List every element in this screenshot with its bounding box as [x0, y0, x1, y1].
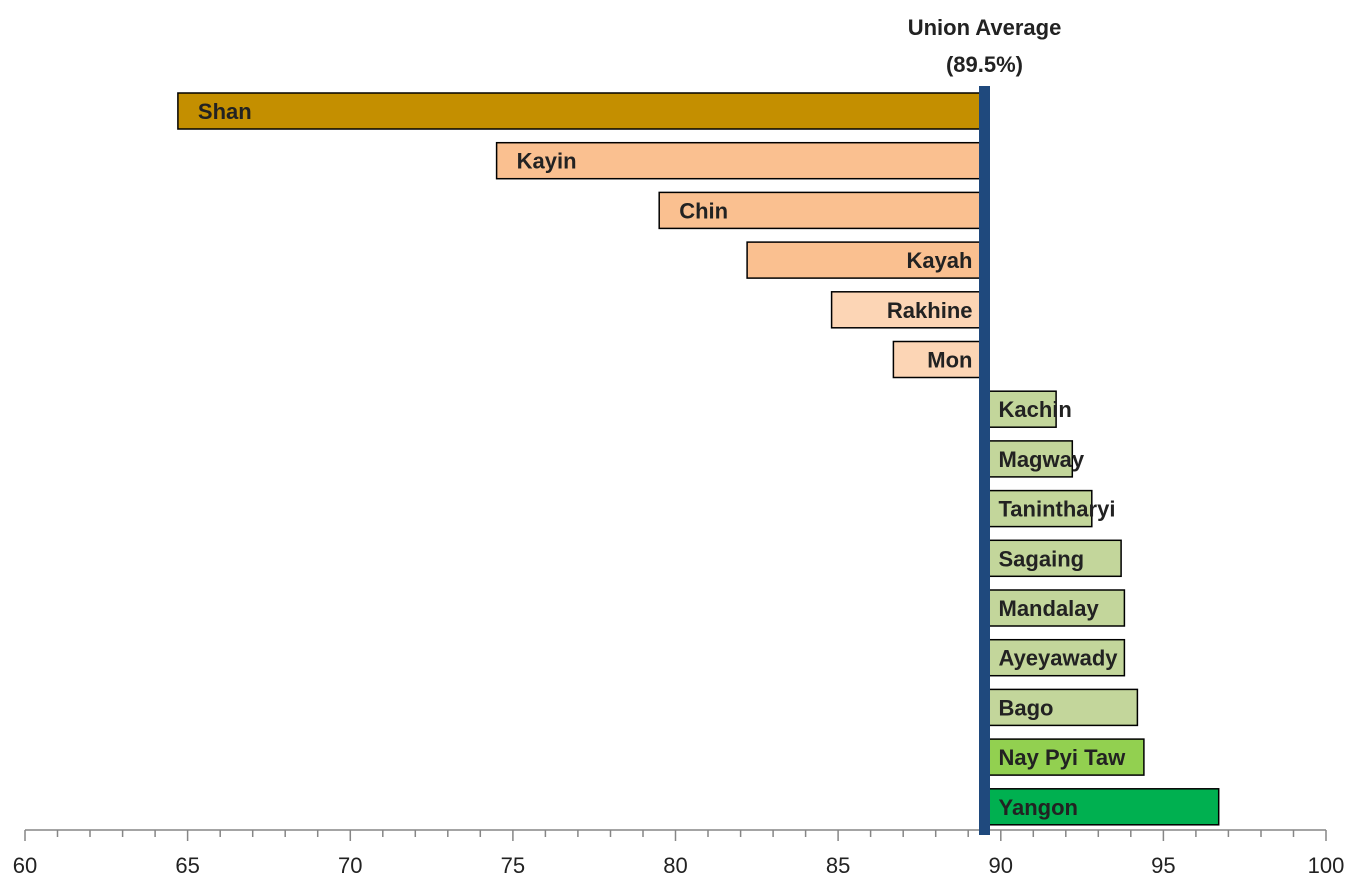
union-average-line [979, 86, 990, 835]
bar-label-kachin: Kachin [999, 397, 1072, 422]
bar-chin [658, 191, 986, 230]
x-tick-label-70: 70 [338, 853, 362, 878]
x-tick-label-90: 90 [989, 853, 1013, 878]
x-tick-label-65: 65 [175, 853, 199, 878]
bar-label-mandalay: Mandalay [999, 596, 1100, 621]
bar-label-chin: Chin [679, 198, 728, 223]
bar-kayin [495, 141, 986, 180]
bar-label-kayah: Kayah [906, 248, 972, 273]
union-average-reference: Union Average (89.5%) [908, 15, 1062, 835]
bar-label-shan: Shan [198, 99, 252, 124]
bar-kayah [746, 241, 986, 279]
bar-bago [983, 688, 1139, 727]
bars-layer: Shan Kayin Chin Kayah Rakhine Mon Kachin Magway… [177, 92, 1220, 826]
x-axis: 60 65 70 75 80 85 90 95 100 [13, 829, 1345, 878]
bar-label-mon: Mon [927, 348, 972, 373]
x-tick-label-95: 95 [1151, 853, 1175, 878]
union-average-label-line2: (89.5%) [946, 52, 1023, 77]
bar-label-bago: Bago [999, 695, 1054, 720]
x-tick-label-75: 75 [501, 853, 525, 878]
bar-label-rakhine: Rakhine [887, 298, 973, 323]
x-tick-label-85: 85 [826, 853, 850, 878]
bar-mandalay [983, 589, 1126, 627]
x-tick-label-60: 60 [13, 853, 37, 878]
union-average-label-line1: Union Average [908, 15, 1062, 40]
bar-label-magway: Magway [999, 447, 1085, 472]
bar-label-yangon: Yangon [999, 795, 1078, 820]
bar-magway [983, 440, 1074, 478]
bar-mon [892, 340, 986, 379]
bar-ayeyawady [983, 638, 1126, 677]
bar-shan [177, 92, 986, 130]
bar-label-nay-pyi-taw: Nay Pyi Taw [999, 745, 1127, 770]
x-tick-label-80: 80 [663, 853, 687, 878]
bar-label-sagaing: Sagaing [999, 546, 1085, 571]
bar-nay-pyi-taw [983, 738, 1145, 776]
bar-label-ayeyawady: Ayeyawady [999, 646, 1119, 671]
bar-label-tanintharyi: Tanintharyi [999, 497, 1116, 522]
bar-yangon [983, 788, 1220, 826]
x-tick-label-100: 100 [1308, 853, 1345, 878]
bar-label-kayin: Kayin [517, 149, 577, 174]
